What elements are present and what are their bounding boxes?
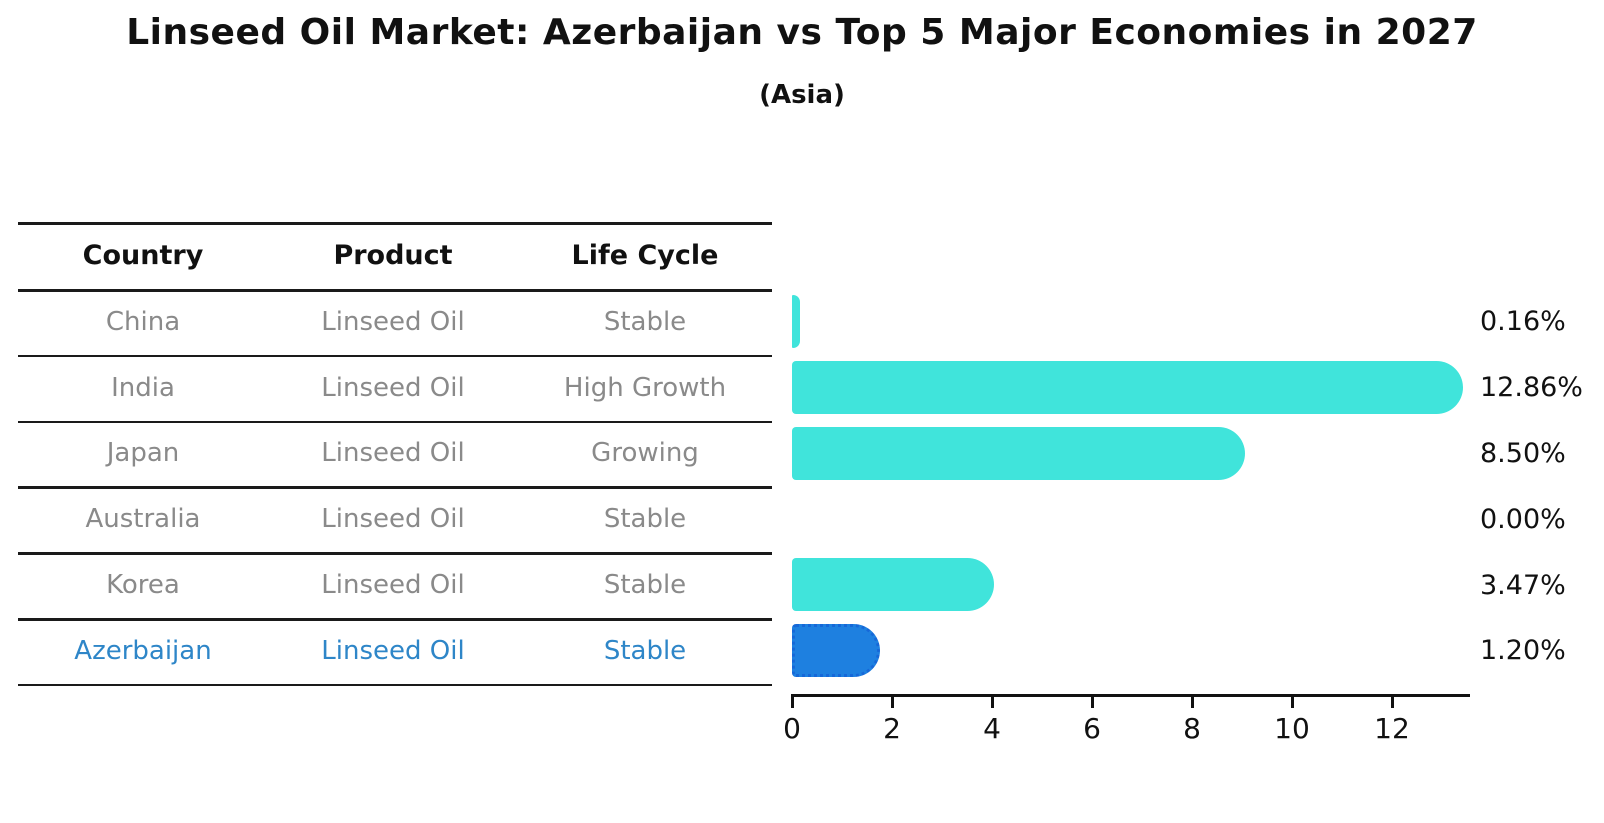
- table-row-australia: Australia Linseed Oil Stable: [18, 486, 772, 552]
- lifecycle-cell: Stable: [603, 306, 687, 337]
- product-cell: Linseed Oil: [321, 570, 465, 601]
- x-axis-tick-label: 12: [1374, 712, 1410, 745]
- x-axis-tick-label: 0: [783, 712, 801, 745]
- table-header-row: Country Product Life Cycle: [18, 222, 772, 289]
- product-cell: Linseed Oil: [321, 306, 465, 337]
- product-cell: Linseed Oil: [321, 372, 465, 403]
- x-axis-tick-label: 8: [1183, 712, 1201, 745]
- lifecycle-cell: Stable: [603, 504, 687, 535]
- x-axis-tick-label: 6: [1083, 712, 1101, 745]
- x-axis-tick: [1290, 694, 1294, 708]
- lifecycle-cell: Stable: [603, 570, 687, 601]
- table-row-india: India Linseed Oil High Growth: [18, 355, 772, 421]
- x-axis-tick: [1390, 694, 1394, 708]
- x-axis-tick: [990, 694, 994, 708]
- bar-japan: [792, 426, 1245, 480]
- value-label-australia: 0.00%: [1480, 503, 1566, 535]
- x-axis-tick: [1090, 694, 1094, 708]
- table-grid-line: [18, 222, 772, 225]
- country-cell: India: [111, 372, 175, 403]
- country-cell: Korea: [106, 570, 180, 601]
- table-grid-line: [18, 683, 772, 687]
- table-row-azerbaijan: Azerbaijan Linseed Oil Stable: [18, 618, 772, 684]
- chart-title: Linseed Oil Market: Azerbaijan vs Top 5 …: [126, 12, 1478, 53]
- table-row-korea: Korea Linseed Oil Stable: [18, 552, 772, 618]
- table-header-product: Product: [333, 240, 453, 271]
- lifecycle-cell: Stable: [603, 635, 687, 666]
- product-cell: Linseed Oil: [321, 635, 465, 666]
- value-label-korea: 3.47%: [1480, 569, 1566, 601]
- country-cell: China: [105, 306, 181, 337]
- value-label-azerbaijan: 1.20%: [1480, 635, 1566, 667]
- table-grid-line: [18, 486, 772, 489]
- bar-india: [792, 360, 1463, 414]
- bar-korea: [792, 558, 994, 612]
- value-label-china: 0.16%: [1480, 306, 1566, 338]
- table-grid-line: [18, 354, 772, 358]
- x-axis-line: [792, 694, 1470, 697]
- x-axis-tick-label: 2: [883, 712, 901, 745]
- x-axis-tick: [1190, 694, 1194, 708]
- value-label-japan: 8.50%: [1480, 437, 1566, 469]
- country-cell: Australia: [85, 504, 201, 535]
- x-axis-tick: [790, 694, 794, 708]
- table-grid-line: [18, 552, 772, 555]
- x-axis-tick-label: 10: [1274, 712, 1310, 745]
- table-header-country: Country: [82, 240, 204, 271]
- value-label-india: 12.86%: [1480, 372, 1583, 404]
- lifecycle-cell: High Growth: [563, 372, 727, 403]
- bar-china: [792, 295, 800, 348]
- table-grid-line: [18, 618, 772, 621]
- bar-azerbaijan: [792, 624, 880, 677]
- x-axis-tick: [890, 694, 894, 708]
- chart-subtitle: (Asia): [759, 80, 845, 110]
- lifecycle-cell: Growing: [591, 438, 699, 469]
- x-axis-tick-label: 4: [983, 712, 1001, 745]
- product-cell: Linseed Oil: [321, 438, 465, 469]
- table-row-japan: Japan Linseed Oil Growing: [18, 421, 772, 487]
- table-grid-line: [18, 420, 772, 424]
- product-cell: Linseed Oil: [321, 504, 465, 535]
- table-row-china: China Linseed Oil Stable: [18, 289, 772, 355]
- country-cell: Japan: [106, 438, 180, 469]
- table-grid-line: [18, 289, 772, 292]
- table-header-lifecycle: Life Cycle: [571, 240, 719, 271]
- country-cell: Azerbaijan: [74, 635, 212, 666]
